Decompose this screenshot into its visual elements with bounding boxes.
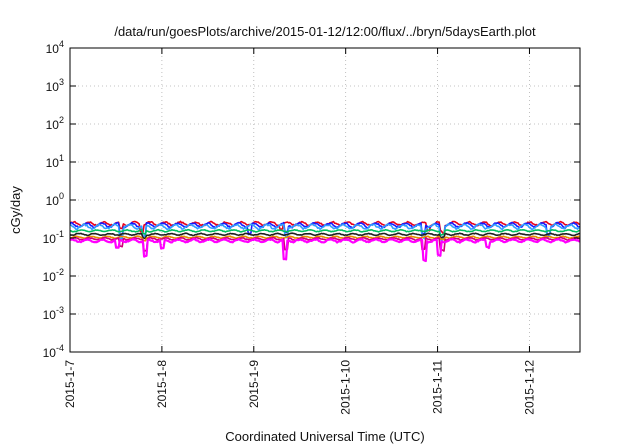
- chart-title: /data/run/goesPlots/archive/2015-01-12/1…: [114, 24, 536, 39]
- x-tick-label: 2015-1-11: [431, 360, 445, 414]
- x-tick-label: 2015-1-10: [339, 360, 353, 415]
- series-line: [70, 223, 581, 241]
- series-line: [69, 228, 581, 237]
- y-tick-label: 10-2: [43, 267, 64, 284]
- y-tick-label: 10-4: [43, 343, 64, 360]
- x-tick-label: 2015-1-12: [522, 360, 536, 415]
- y-tick-label: 102: [46, 115, 64, 132]
- series-line: [69, 237, 581, 263]
- x-axis: 2015-1-7 2015-1-8 2015-1-9 2015-1-10 2015-1-…: [63, 48, 536, 415]
- x-tick-label: 2015-1-7: [63, 360, 77, 408]
- x-tick-label: 2015-1-8: [155, 360, 169, 408]
- y-tick-label: 10-1: [43, 229, 64, 246]
- y-axis: 10-4 10-3 10-2 10-1 100 101 102 103 104: [43, 39, 580, 360]
- grid-lines: [70, 48, 580, 352]
- y-tick-label: 100: [46, 191, 64, 208]
- y-tick-label: 103: [46, 77, 64, 94]
- y-axis-label: cGy/day: [8, 186, 23, 234]
- x-tick-label: 2015-1-9: [247, 360, 261, 408]
- y-tick-label: 101: [46, 153, 64, 170]
- series-line: [69, 235, 581, 242]
- series-line: [69, 232, 581, 240]
- y-tick-label: 10-3: [43, 305, 64, 322]
- x-axis-label: Coordinated Universal Time (UTC): [225, 429, 424, 444]
- y-tick-label: 104: [46, 39, 64, 56]
- series-layer: [69, 220, 581, 263]
